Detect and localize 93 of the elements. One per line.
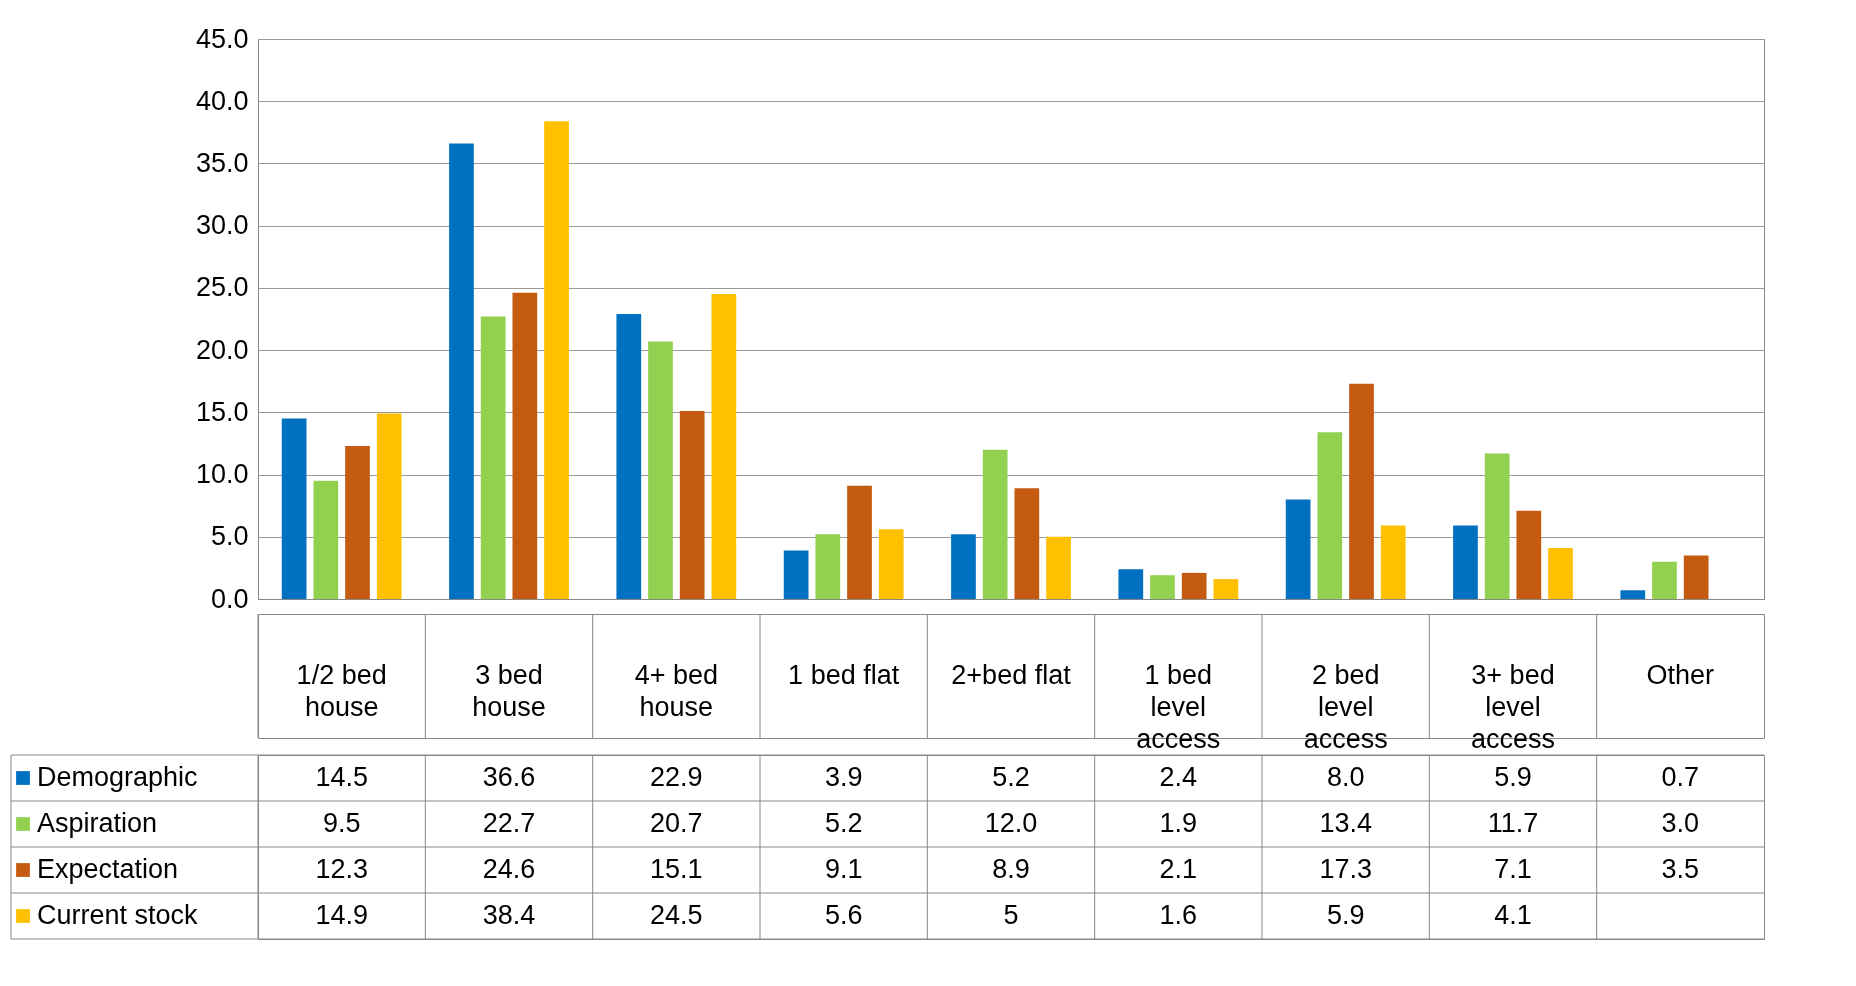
bar <box>449 143 474 599</box>
bar <box>1548 547 1573 599</box>
data-label: 38.4 <box>482 900 536 930</box>
bar <box>815 534 841 599</box>
data-label: 3.5 <box>1661 854 1700 884</box>
data-label: 5.9 <box>1494 762 1532 792</box>
bar <box>1317 432 1343 599</box>
data-label: 5 <box>1003 900 1019 930</box>
bar <box>1118 569 1144 599</box>
bar <box>1181 572 1207 599</box>
data-label: 1.6 <box>1159 900 1198 930</box>
x-tick-label: 3+ bed level access <box>1470 660 1556 754</box>
y-tick-label: 25.0 <box>195 272 249 303</box>
data-label: 3.0 <box>1661 808 1700 838</box>
data-label: 5.2 <box>992 762 1030 792</box>
y-tick-label: 35.0 <box>195 147 249 178</box>
data-label: 11.7 <box>1487 808 1539 838</box>
data-label: 5.9 <box>1326 900 1365 930</box>
y-tick-label: 45.0 <box>195 23 249 54</box>
y-tick-label: 30.0 <box>195 210 249 241</box>
x-tick-label: 3 bed house <box>472 660 546 722</box>
legend-label: Expectation <box>37 854 179 884</box>
data-label: 2.4 <box>1159 762 1198 792</box>
y-tick-label: 40.0 <box>195 85 249 116</box>
data-label: 8.9 <box>992 854 1030 884</box>
bar <box>711 294 737 599</box>
data-label: 36.6 <box>482 762 536 792</box>
bar <box>1380 525 1406 599</box>
bar <box>313 480 339 599</box>
bar <box>1453 525 1478 599</box>
data-label: 17.3 <box>1319 854 1372 884</box>
data-label: 5.6 <box>824 900 863 930</box>
x-tick-label: 1 bed level access <box>1136 660 1221 754</box>
bar <box>847 485 872 599</box>
bar <box>679 411 705 599</box>
bar <box>878 529 904 599</box>
bar <box>1652 561 1677 599</box>
data-label: 4.1 <box>1494 900 1532 930</box>
data-label: 22.9 <box>650 762 703 792</box>
bar <box>616 314 642 599</box>
data-label: 9.1 <box>824 854 863 884</box>
x-tick-label: 4+ bed house <box>634 660 719 722</box>
data-label: 20.7 <box>650 808 703 838</box>
legend-label: Demographic <box>37 762 198 792</box>
bar <box>512 292 538 599</box>
bar <box>1213 579 1239 599</box>
x-tick-label: 1 bed flat <box>788 660 900 690</box>
data-label: 24.6 <box>482 854 536 884</box>
data-label: 1.9 <box>1159 808 1198 838</box>
bar <box>783 550 809 599</box>
data-label: 0.7 <box>1661 762 1700 792</box>
bar <box>345 445 370 599</box>
bar <box>1014 488 1040 599</box>
x-tick-label: 2+bed flat <box>951 660 1072 690</box>
bar <box>648 341 673 599</box>
y-tick-label: 0.0 <box>210 583 249 614</box>
x-tick-label: 2 bed level access <box>1303 660 1388 754</box>
bar <box>1285 499 1311 599</box>
y-tick-label: 15.0 <box>195 396 249 427</box>
y-tick-label: 10.0 <box>195 459 249 490</box>
data-label: 12.3 <box>315 854 368 884</box>
data-label: 7.1 <box>1494 854 1532 884</box>
data-label: 13.4 <box>1319 808 1372 838</box>
bar <box>1484 453 1510 599</box>
data-label: 24.5 <box>650 900 703 930</box>
bar <box>1150 575 1175 599</box>
data-label: 5.2 <box>824 808 863 838</box>
data-label: 22.7 <box>482 808 536 838</box>
bar <box>1683 555 1709 599</box>
data-label: 12.0 <box>984 808 1038 838</box>
bar <box>1620 590 1646 599</box>
bar <box>982 449 1008 599</box>
data-label: 8.0 <box>1326 762 1365 792</box>
bar <box>1516 510 1542 599</box>
y-tick-label: 5.0 <box>210 521 249 552</box>
data-label: 9.5 <box>322 808 361 838</box>
data-label: 2.1 <box>1159 854 1198 884</box>
bar <box>544 121 569 599</box>
legend-label: Current stock <box>37 900 199 930</box>
bar <box>376 413 402 599</box>
data-label: 15.1 <box>650 854 703 884</box>
data-label: 3.9 <box>824 762 863 792</box>
bar <box>1046 536 1071 599</box>
y-tick-label: 20.0 <box>195 334 249 365</box>
data-label: 14.5 <box>315 762 368 792</box>
legend-label: Aspiration <box>37 808 158 838</box>
x-tick-label: 1/2 bed house <box>296 660 387 722</box>
bar <box>951 534 976 599</box>
data-label: 14.9 <box>315 900 368 930</box>
bar <box>1349 383 1374 599</box>
x-tick-label: Other <box>1646 660 1715 690</box>
bar <box>281 418 307 599</box>
bar <box>480 316 506 599</box>
